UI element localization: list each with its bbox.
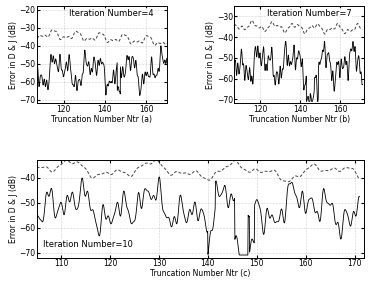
Y-axis label: Error in D & J (dB): Error in D & J (dB): [9, 175, 18, 243]
Text: Iteration Number=4: Iteration Number=4: [69, 9, 154, 18]
X-axis label: Truncation Number Ntr (a): Truncation Number Ntr (a): [51, 115, 152, 124]
Text: Iteration Number=7: Iteration Number=7: [267, 9, 351, 18]
Y-axis label: Error in D & J (dB): Error in D & J (dB): [206, 21, 215, 89]
Text: Iteration Number=10: Iteration Number=10: [43, 240, 133, 249]
X-axis label: Truncation Number Ntr (b): Truncation Number Ntr (b): [249, 115, 350, 124]
X-axis label: Truncation Number Ntr (c): Truncation Number Ntr (c): [151, 269, 251, 278]
Y-axis label: Error in D & J (dB): Error in D & J (dB): [9, 21, 18, 89]
